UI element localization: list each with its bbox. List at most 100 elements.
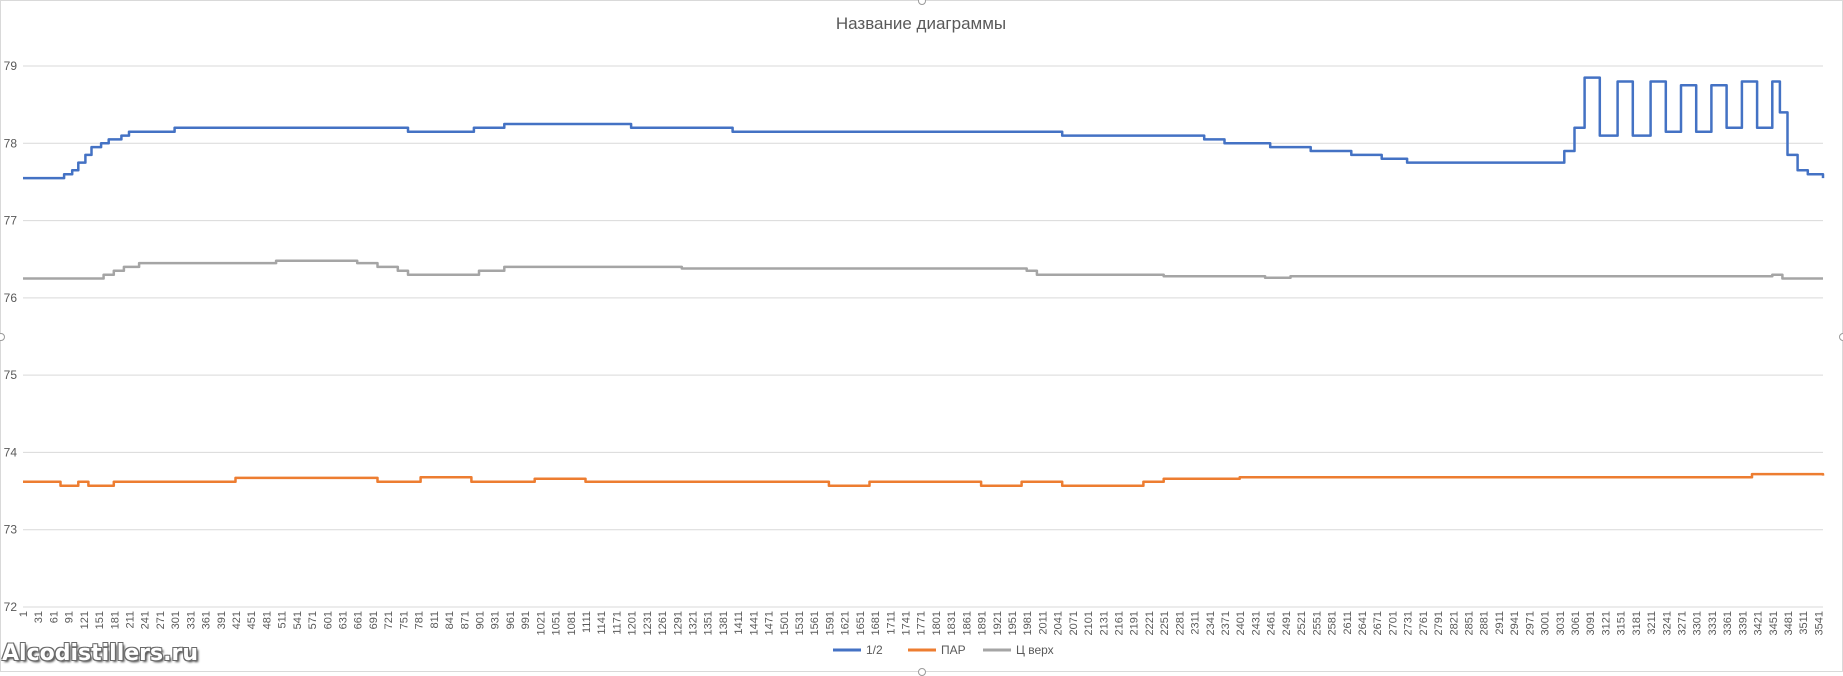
x-tick-label: 91	[64, 611, 76, 623]
x-tick-label: 3121	[1600, 611, 1612, 635]
resize-handle-left[interactable]	[0, 333, 5, 341]
x-tick-label: 1321	[687, 611, 699, 635]
x-tick-label: 3481	[1783, 611, 1795, 635]
x-tick-label: 2461	[1266, 611, 1278, 635]
x-tick-label: 1141	[596, 611, 608, 635]
x-tick-label: 121	[79, 611, 91, 629]
x-tick-label: 841	[444, 611, 456, 629]
x-tick-label: 3361	[1722, 611, 1734, 635]
x-tick-label: 1561	[809, 611, 821, 635]
x-tick-label: 2941	[1509, 611, 1521, 635]
x-tick-label: 3001	[1540, 611, 1552, 635]
legend-label: Ц верх	[1016, 643, 1054, 657]
x-tick-label: 1351	[703, 611, 715, 635]
x-tick-label: 301	[170, 611, 182, 629]
x-tick-label: 2491	[1281, 611, 1293, 635]
x-tick-label: 1171	[611, 611, 623, 635]
x-tick-label: 1021	[535, 611, 547, 635]
resize-handle-right[interactable]	[1839, 333, 1843, 341]
x-tick-label: 931	[490, 611, 502, 629]
x-tick-label: 901	[474, 611, 486, 629]
x-tick-label: 421	[231, 611, 243, 629]
y-axis-ticks: 72 73 74 75 76 77 78 79	[4, 59, 18, 614]
x-tick-label: 2731	[1403, 611, 1415, 635]
x-tick-label: 2281	[1174, 611, 1186, 635]
x-tick-label: 2671	[1372, 611, 1384, 635]
watermark-text: Alcodistillers.ru	[2, 641, 198, 666]
x-tick-label: 1801	[931, 611, 943, 635]
x-tick-label: 3451	[1768, 611, 1780, 635]
x-tick-label: 3211	[1646, 611, 1658, 635]
x-tick-label: 181	[109, 611, 121, 629]
x-tick-label: 721	[383, 611, 395, 629]
resize-handle-bottom[interactable]	[918, 668, 926, 676]
x-tick-label: 2401	[1235, 611, 1247, 635]
x-tick-label: 1771	[916, 611, 928, 635]
x-tick-label: 1081	[566, 611, 578, 635]
x-tick-label: 1891	[977, 611, 989, 635]
x-tick-label: 781	[414, 611, 426, 629]
x-tick-label: 2011	[1037, 611, 1049, 635]
x-tick-label: 451	[246, 611, 258, 629]
x-axis-ticks: 1 31 61 91 121 151 181 211 241 271 301 331 361 391 421…	[18, 611, 1825, 635]
x-tick-label: 2251	[1159, 611, 1171, 635]
x-tick-label: 1	[18, 611, 30, 617]
x-tick-label: 1621	[840, 611, 852, 635]
y-tick-label: 79	[4, 59, 18, 73]
x-tick-label: 3541	[1813, 611, 1825, 635]
x-tick-label: 2221	[1144, 611, 1156, 635]
x-tick-label: 3331	[1707, 611, 1719, 635]
x-tick-label: 3151	[1616, 611, 1628, 635]
x-tick-label: 2641	[1357, 611, 1369, 635]
x-tick-label: 1861	[961, 611, 973, 635]
x-tick-label: 2521	[1296, 611, 1308, 635]
x-tick-label: 1231	[642, 611, 654, 635]
legend-label: ПАР	[941, 643, 966, 657]
x-tick-label: 1651	[855, 611, 867, 635]
x-tick-label: 1831	[946, 611, 958, 635]
x-tick-label: 3241	[1661, 611, 1673, 635]
x-tick-label: 2191	[1129, 611, 1141, 635]
x-tick-label: 3391	[1737, 611, 1749, 635]
series-line-1	[23, 76, 1825, 180]
x-tick-label: 691	[368, 611, 380, 629]
x-tick-label: 2431	[1250, 611, 1262, 635]
x-tick-label: 2911	[1494, 611, 1506, 635]
x-tick-label: 1471	[764, 611, 776, 635]
x-tick-label: 2791	[1433, 611, 1445, 635]
x-tick-label: 2701	[1387, 611, 1399, 635]
x-tick-label: 1741	[901, 611, 913, 635]
x-tick-label: 2371	[1220, 611, 1232, 635]
x-tick-label: 2971	[1524, 611, 1536, 635]
x-tick-label: 601	[322, 611, 334, 629]
x-tick-label: 2341	[1205, 611, 1217, 635]
x-tick-label: 751	[398, 611, 410, 629]
x-tick-label: 31	[33, 611, 45, 623]
x-tick-label: 1201	[627, 611, 639, 635]
x-tick-label: 3031	[1555, 611, 1567, 635]
x-tick-label: 61	[48, 611, 60, 623]
x-tick-label: 811	[429, 611, 441, 629]
x-tick-label: 2551	[1311, 611, 1323, 635]
x-tick-label: 1921	[992, 611, 1004, 635]
x-tick-label: 961	[505, 611, 517, 629]
x-tick-label: 2131	[1098, 611, 1110, 635]
x-tick-label: 1981	[1022, 611, 1034, 635]
x-tick-label: 2851	[1463, 611, 1475, 635]
x-tick-label: 2611	[1342, 611, 1354, 635]
resize-handle-top[interactable]	[918, 0, 926, 5]
chart-title: Название диаграммы	[836, 14, 1006, 33]
x-tick-label: 361	[201, 611, 213, 629]
y-tick-label: 76	[4, 291, 18, 305]
x-tick-label: 2761	[1418, 611, 1430, 635]
x-tick-label: 1411	[733, 611, 745, 635]
x-tick-label: 3091	[1585, 611, 1597, 635]
x-tick-label: 211	[125, 611, 137, 629]
y-tick-label: 73	[4, 523, 18, 537]
legend-label: 1/2	[866, 643, 883, 657]
y-tick-label: 74	[4, 445, 18, 459]
x-tick-label: 1261	[657, 611, 669, 635]
x-tick-label: 1111	[581, 611, 593, 633]
